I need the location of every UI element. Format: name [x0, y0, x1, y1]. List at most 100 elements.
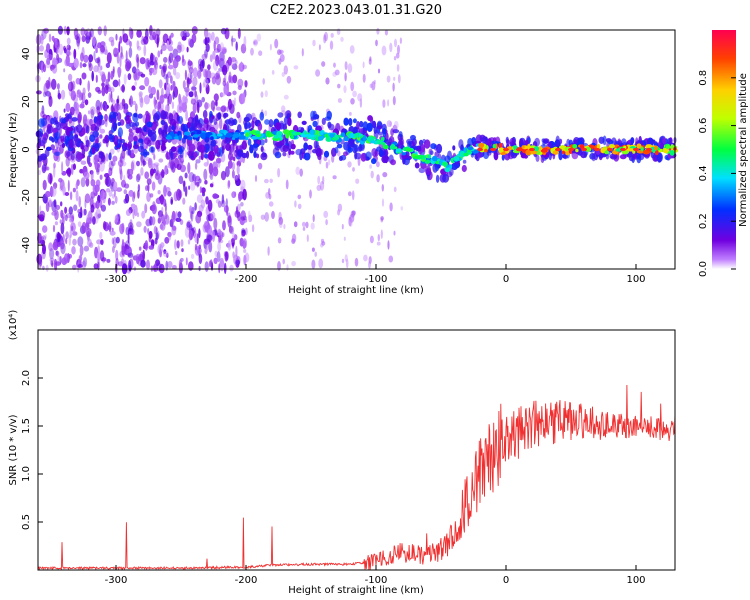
spectrogram-noise-cell: [100, 45, 106, 53]
spectrogram-band-cell: [112, 122, 118, 132]
spectrogram-noise-cell: [196, 99, 203, 108]
spectrogram-noise-cell: [149, 193, 154, 198]
spectrogram-noise-cell: [128, 131, 134, 137]
spectrogram-core-cell: [210, 136, 214, 141]
spectrogram-band-cell: [311, 149, 318, 154]
spectrogram-noise-cell: [66, 44, 71, 51]
spectrogram-noise-cell: [42, 225, 48, 233]
spectrogram-noise-cell: [172, 66, 177, 76]
spectrogram-peak-cell: [555, 147, 561, 152]
spectrogram-noise-cell: [65, 237, 68, 245]
spectrogram-band-cell: [442, 173, 450, 183]
spectrogram-noise-cell: [73, 27, 79, 38]
spectrogram-band-cell: [662, 137, 667, 145]
spectrogram-noise-cell: [392, 95, 396, 106]
spectrogram-noise-cell: [209, 183, 214, 188]
spectrogram-noise-cell: [219, 42, 224, 51]
spectrogram-noise-cell: [269, 178, 273, 183]
spectrogram-noise-cell: [192, 173, 197, 182]
spectrogram-noise-cell: [65, 48, 71, 57]
spectrogram-noise-cell: [244, 80, 248, 88]
spectrogram-noise-cell: [197, 68, 202, 79]
spectrogram-noise-cell: [147, 183, 150, 192]
spectrogram-band-cell: [236, 149, 244, 157]
spectrogram-noise-cell: [90, 204, 95, 213]
spectrogram-noise-cell: [271, 70, 275, 75]
spectrogram-noise-cell: [41, 164, 47, 174]
spectrogram-noise-cell: [220, 170, 227, 181]
spectrogram-noise-cell: [95, 74, 98, 83]
spectrogram-band-cell: [249, 144, 254, 154]
spectrogram-noise-cell: [323, 210, 329, 218]
spectrogram-noise-cell: [186, 78, 192, 85]
spectrogram-band-cell: [193, 151, 198, 158]
spectrogram-band-cell: [297, 111, 303, 119]
spectrogram-noise-cell: [377, 234, 380, 242]
spectrogram-noise-cell: [248, 210, 251, 219]
spectrogram-noise-cell: [142, 160, 147, 166]
spectrogram-noise-cell: [198, 204, 204, 212]
spectrogram-noise-cell: [208, 162, 214, 175]
spectrogram-band-cell: [209, 126, 216, 133]
spectrogram-noise-cell: [223, 251, 228, 257]
spectrogram-noise-cell: [235, 175, 238, 181]
spectrogram-noise-cell: [91, 70, 94, 82]
spectrogram-core-cell: [575, 148, 579, 153]
spectrogram-noise-cell: [359, 98, 363, 108]
spectrogram-noise-cell: [113, 181, 118, 192]
spectrogram-noise-cell: [260, 91, 264, 98]
spectrogram-noise-cell: [146, 259, 150, 271]
spectrogram-band-cell: [342, 129, 349, 139]
spectrogram-noise-cell: [190, 210, 194, 222]
spectrogram-noise-cell: [171, 101, 175, 110]
spectrogram-noise-cell: [89, 106, 96, 115]
spectrogram-noise-cell: [310, 222, 315, 230]
spectrogram-band-cell: [264, 119, 270, 125]
spectrogram-noise-cell: [341, 258, 345, 264]
spectrogram-noise-cell: [192, 226, 197, 238]
spectrogram-band-cell: [481, 136, 489, 145]
spectrogram-band-cell: [129, 121, 136, 128]
spectrogram-noise-cell: [105, 153, 109, 162]
spectrogram-noise-cell: [73, 204, 78, 211]
spectrogram-core-cell: [513, 145, 517, 150]
snr-panel: -300 -200 -100 0 100 0.5 1.0 1.5 2.0 Height of …: [8, 310, 676, 596]
spectrogram-noise-cell: [150, 86, 156, 96]
spectrogram-noise-cell: [209, 174, 213, 179]
spectrogram-noise-cell: [144, 240, 149, 251]
spectrogram-core-cell: [552, 150, 560, 155]
spectrogram-core-cell: [632, 150, 636, 154]
spectrogram-noise-cell: [163, 250, 169, 257]
spectrogram-noise-cell: [278, 216, 284, 225]
spectrogram-band-cell: [48, 136, 54, 141]
spectrogram-noise-cell: [373, 79, 376, 85]
spectrogram-noise-cell: [167, 261, 173, 269]
spectrogram-core-cell: [478, 142, 485, 148]
spectrogram-band-cell: [161, 140, 166, 150]
snr-plot-area: [38, 330, 675, 570]
spectrogram-noise-cell: [79, 61, 83, 69]
spectrogram-band-cell: [303, 152, 311, 161]
spectrogram-noise-cell: [192, 76, 198, 87]
spectrogram-noise-cell: [170, 84, 173, 91]
spectrogram-noise-cell: [381, 184, 384, 192]
spectrogram-core-cell: [432, 155, 438, 162]
spectrogram-noise-cell: [141, 210, 146, 219]
spectrogram-noise-cell: [321, 61, 326, 67]
spectrogram-noise-cell: [50, 78, 57, 90]
spectrogram-noise-cell: [184, 172, 188, 179]
spectrogram-noise-cell: [240, 179, 246, 191]
spectrogram-noise-cell: [123, 189, 128, 195]
spectrogram-band-cell: [559, 138, 563, 145]
spectrogram-noise-cell: [211, 31, 215, 41]
spectrogram-noise-cell: [293, 65, 299, 70]
snr-x-tick-label: -300: [105, 575, 128, 586]
spectrogram-noise-cell: [151, 204, 157, 215]
snr-y-label: SNR (10 * v/v): [8, 414, 19, 485]
spectrogram-noise-cell: [161, 169, 165, 179]
spectrogram-noise-cell: [45, 264, 49, 272]
spectrogram-core-cell: [579, 144, 585, 150]
spectrogram-noise-cell: [227, 215, 232, 228]
spectrogram-core-cell: [334, 134, 338, 140]
